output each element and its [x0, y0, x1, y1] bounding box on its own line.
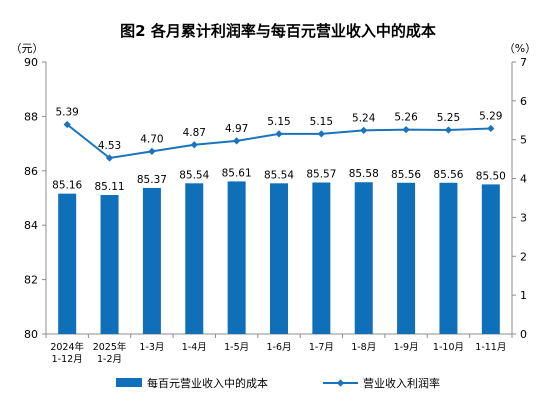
line-point [487, 124, 495, 133]
bar [397, 182, 416, 334]
x-tick-label-line: 1-4月 [182, 342, 207, 353]
line-point-label: 5.39 [55, 107, 78, 119]
bar-label: 85.56 [391, 169, 421, 181]
chart-title: 图2 各月累计利润率与每百元营业收入中的成本 [120, 22, 436, 40]
bar-label: 85.11 [95, 181, 125, 193]
line-point [190, 141, 198, 149]
line-point [233, 137, 241, 145]
bar [100, 195, 119, 334]
line-point-label: 5.26 [394, 112, 418, 124]
line-point-label: 5.29 [479, 110, 502, 122]
line-point-label: 4.87 [183, 127, 206, 139]
left-axis-unit: （元） [11, 42, 44, 55]
right-tick-label: 0 [520, 328, 527, 341]
bar-label: 85.61 [222, 167, 252, 179]
legend-line-marker [336, 379, 345, 387]
x-tick-label-line: 1-9月 [394, 342, 419, 353]
bar [227, 181, 246, 334]
bar-label: 85.54 [264, 169, 294, 181]
x-tick-label: 1-9月 [394, 342, 419, 353]
bar-label: 85.54 [179, 169, 209, 181]
legend: 每百元营业收入中的成本 营业收入利润率 [116, 376, 440, 390]
x-tick-label: 1-7月 [309, 342, 334, 353]
right-tick-label: 3 [520, 211, 527, 224]
x-tick-label: 2025年 1-2月 [93, 341, 127, 365]
line-point [444, 126, 453, 134]
legend-line-label: 营业收入利润率 [363, 376, 440, 390]
x-tick-label: 2024年 1-12月 [50, 341, 84, 365]
line-point-label: 5.25 [437, 112, 460, 124]
x-tick-label: 1-6月 [266, 342, 291, 353]
left-tick-label: 82 [24, 274, 38, 287]
bar [58, 193, 77, 334]
line-point-label: 5.24 [352, 112, 376, 124]
bar [185, 183, 204, 334]
legend-bar-label: 每百元营业收入中的成本 [147, 376, 268, 390]
bar-label: 85.57 [306, 168, 336, 180]
bar-label: 85.37 [137, 174, 167, 186]
line-point [275, 130, 283, 138]
bar-label: 85.58 [349, 168, 379, 180]
right-axis-unit: （%） [504, 42, 536, 55]
x-tick-label-line: 1-10月 [433, 342, 464, 353]
line-point [148, 147, 156, 155]
x-tick-label-line: 1-12月 [52, 354, 83, 365]
bar [481, 184, 500, 334]
right-tick-label: 7 [520, 56, 527, 69]
x-tick-label: 1-4月 [182, 342, 207, 353]
x-tick-label-line: 2025年 [93, 341, 127, 353]
x-tick-label-line: 1-3月 [139, 342, 164, 353]
right-tick-label: 2 [520, 250, 527, 263]
left-tick-label: 88 [24, 110, 38, 123]
line-point [360, 126, 368, 134]
x-tick-label: 1-11月 [475, 342, 506, 353]
right-tick-label: 1 [520, 289, 527, 302]
line-series [66, 123, 491, 160]
x-tick-label-line: 1-11月 [475, 342, 506, 353]
right-tick-label: 4 [520, 173, 527, 186]
line-point [317, 130, 325, 138]
right-tick-label: 5 [520, 134, 527, 147]
legend-bar-swatch [116, 378, 142, 387]
right-tick-label: 6 [520, 95, 527, 108]
line-point-label: 5.15 [267, 116, 290, 128]
left-tick-label: 80 [24, 328, 38, 341]
line-point [105, 154, 114, 162]
bar-label: 85.16 [52, 180, 82, 192]
x-tick-label-line: 2024年 [50, 341, 84, 353]
x-tick-label: 1-8月 [351, 342, 376, 353]
bar-label: 85.56 [433, 169, 463, 181]
bar [312, 182, 331, 334]
line-point [402, 126, 410, 134]
x-tick-label-line: 1-2月 [97, 354, 122, 365]
left-tick-label: 90 [24, 56, 38, 69]
bar [354, 182, 373, 334]
x-tick-label-line: 1-8月 [351, 342, 376, 353]
left-tick-label: 86 [24, 165, 38, 178]
line-point-label: 4.97 [225, 123, 248, 135]
line-point-label: 4.53 [98, 140, 121, 152]
x-tick-label: 1-5月 [224, 342, 249, 353]
x-tick-label-line: 1-7月 [309, 342, 334, 353]
bar [439, 182, 458, 334]
x-tick-label-line: 1-6月 [266, 342, 291, 353]
line-point-label: 4.70 [140, 133, 163, 145]
bar [142, 187, 161, 334]
x-tick-label-line: 1-5月 [224, 342, 249, 353]
x-tick-label: 1-10月 [433, 342, 464, 353]
bar [270, 183, 288, 334]
bar-label: 85.50 [476, 170, 506, 182]
x-tick-label: 1-3月 [139, 342, 164, 353]
line-point-label: 5.15 [310, 116, 333, 128]
line-point [63, 120, 71, 129]
left-tick-label: 84 [24, 219, 38, 232]
